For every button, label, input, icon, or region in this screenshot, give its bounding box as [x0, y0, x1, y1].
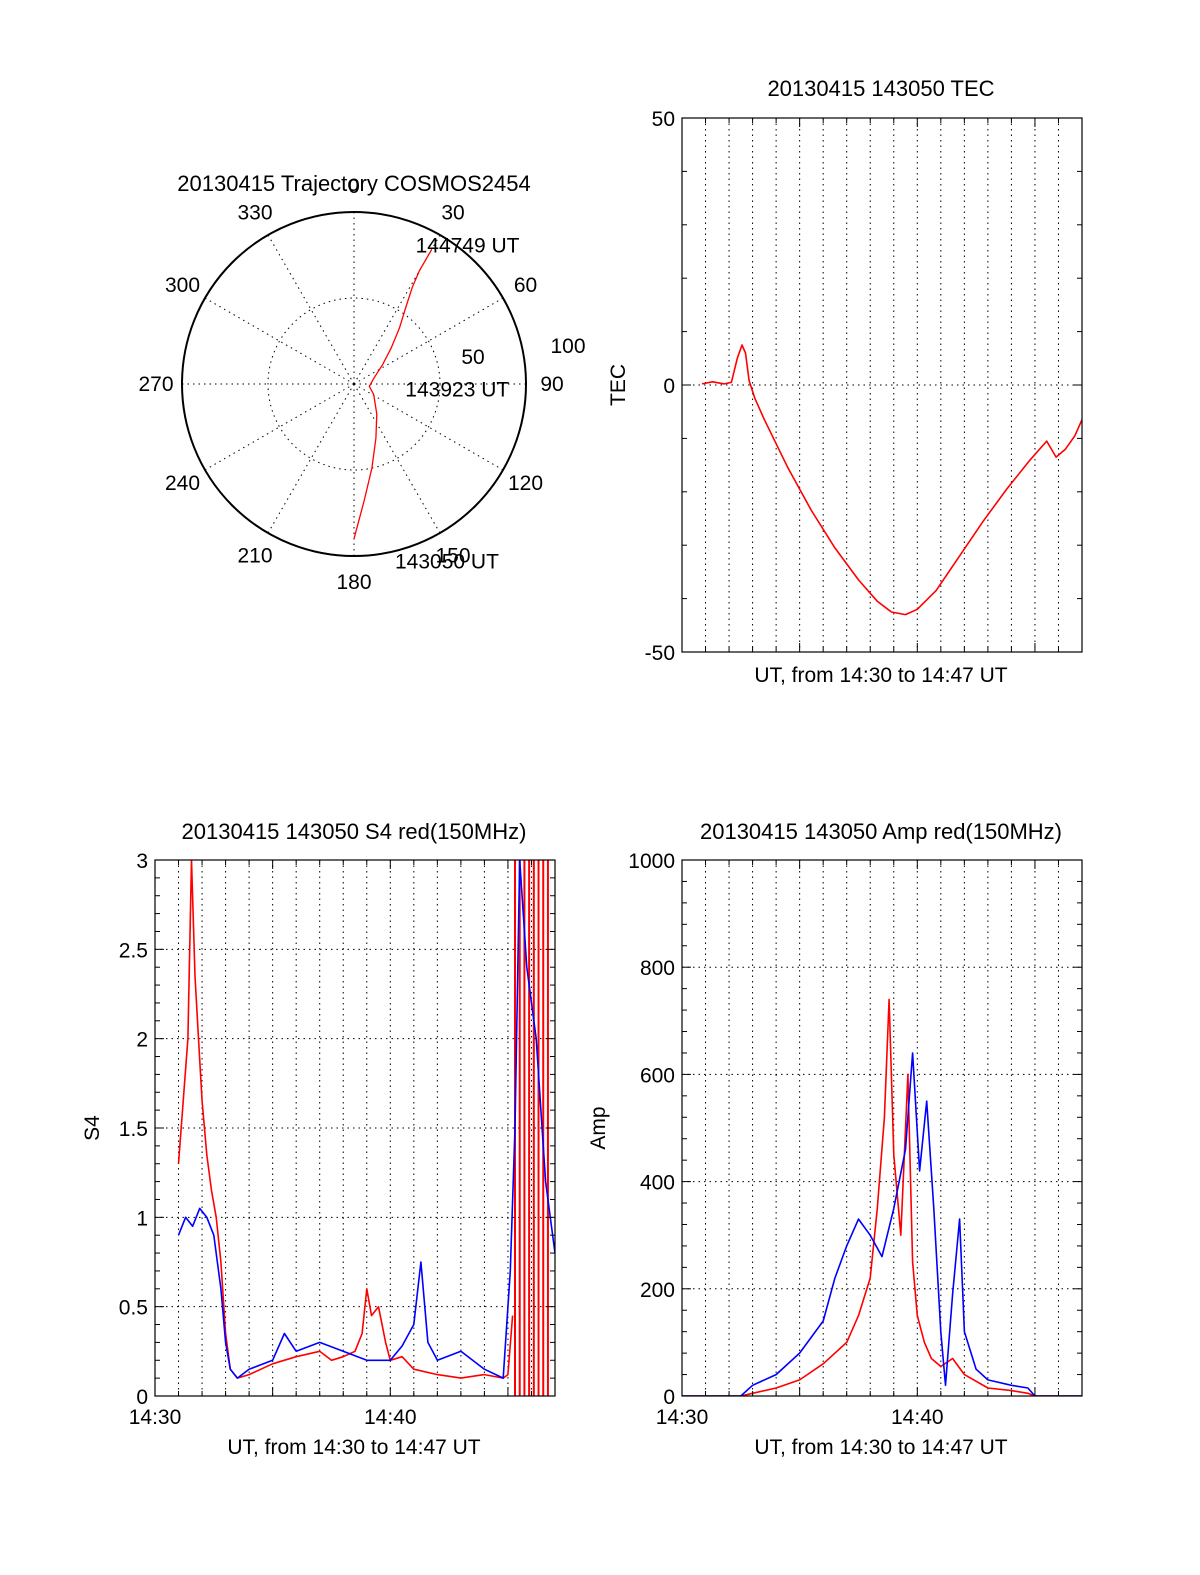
- tec-panel: 20130415 143050 TEC 50 0 -50 UT, from 14:3…: [607, 76, 1083, 687]
- amp-x-tick-label-1: 14:40: [891, 1406, 944, 1429]
- polar-annotation-2: 143050 UT: [395, 551, 499, 574]
- tec-grid: [682, 118, 1082, 652]
- s4-x-tick-label-1: 14:40: [364, 1406, 417, 1429]
- tec-x-axis-label: UT, from 14:30 to 14:47 UT: [754, 664, 1007, 687]
- s4-ticks: [154, 859, 556, 1397]
- polar-azimuth-label-180: 180: [336, 571, 371, 594]
- s4-series: [177, 860, 555, 1396]
- polar-azimuth-label-150: 150: [435, 545, 470, 568]
- s4-plot-frame: [154, 859, 556, 1397]
- amp-x-tick-label-0: 14:30: [656, 1406, 709, 1429]
- amp-y-tick-label-4: 800: [640, 957, 675, 980]
- s4-y-tick-label-2: 1: [136, 1207, 148, 1230]
- s4-y-tick-label-0: 0: [136, 1386, 148, 1409]
- s4-x-tick-labels: 14:30 14:40: [129, 1406, 417, 1429]
- amp-title: 20130415 143050 Amp red(150MHz): [700, 819, 1062, 844]
- polar-azimuth-label-30: 30: [441, 202, 464, 225]
- s4-x-axis-label: UT, from 14:30 to 14:47 UT: [227, 1436, 480, 1459]
- polar-spoke-300: [204, 297, 355, 385]
- amp-series-line-1: [682, 1052, 1082, 1396]
- polar-panel: 20130415 Trajectory COSMOS2454 0 30 60 90 12…: [138, 171, 585, 594]
- polar-trajectory-line-0: [353, 249, 432, 539]
- tec-y-tick-label-1: 0: [663, 375, 675, 398]
- s4-x-tick-label-0: 14:30: [129, 1406, 182, 1429]
- amp-y-axis-label: Amp: [587, 1106, 610, 1149]
- polar-spoke-330: [267, 234, 355, 385]
- polar-spoke-60: [353, 297, 504, 385]
- s4-series-line-0: [177, 860, 514, 1379]
- s4-y-axis-label: S4: [81, 1115, 104, 1141]
- amp-y-tick-label-2: 400: [640, 1172, 675, 1195]
- polar-azimuth-label-120: 120: [508, 472, 543, 495]
- polar-radius-label-100: 100: [550, 335, 585, 358]
- s4-title: 20130415 143050 S4 red(150MHz): [182, 819, 527, 844]
- tec-series: [701, 344, 1082, 616]
- polar-annotations: 144749 UT 143923 UT 143050 UT: [395, 235, 520, 574]
- amp-plot-frame: [681, 859, 1083, 1397]
- polar-azimuth-label-270: 270: [138, 373, 173, 396]
- amp-x-tick-labels: 14:30 14:40: [656, 1406, 944, 1429]
- polar-spoke-120: [353, 383, 504, 471]
- tec-title: 20130415 143050 TEC: [767, 76, 994, 101]
- s4-y-tick-label-6: 3: [136, 850, 148, 873]
- polar-azimuth-label-240: 240: [165, 472, 200, 495]
- tec-plot-frame: [681, 117, 1083, 653]
- amp-y-tick-label-0: 0: [663, 1386, 675, 1409]
- s4-y-tick-label-5: 2.5: [119, 939, 148, 962]
- tec-y-tick-labels: 50 0 -50: [645, 108, 675, 665]
- s4-y-tick-labels: 0 0.5 1 1.5 2 2.5 3: [119, 850, 148, 1409]
- s4-grid: [155, 860, 555, 1396]
- amp-y-tick-label-3: 600: [640, 1064, 675, 1087]
- s4-y-tick-label-1: 0.5: [119, 1297, 148, 1320]
- polar-spoke-210: [267, 383, 355, 534]
- amp-y-tick-label-1: 200: [640, 1279, 675, 1302]
- polar-azimuth-labels: 0 30 60 90 120 150 180 210 240 270 300 330: [138, 175, 563, 594]
- polar-annotation-0: 144749 UT: [416, 235, 520, 258]
- polar-title: 20130415 Trajectory COSMOS2454: [177, 171, 530, 196]
- s4-series-line-1: [177, 860, 555, 1379]
- polar-inner-ring: [267, 297, 441, 471]
- polar-spoke-150: [353, 383, 441, 534]
- polar-azimuth-label-60: 60: [514, 274, 537, 297]
- polar-azimuth-label-90: 90: [540, 373, 563, 396]
- polar-azimuth-label-300: 300: [165, 274, 200, 297]
- s4-panel: 20130415 143050 S4 red(150MHz) 0 0.5 1 1.5 2…: [81, 819, 556, 1459]
- s4-y-tick-label-3: 1.5: [119, 1118, 148, 1141]
- amp-panel: 20130415 143050 Amp red(150MHz) 0 200 400 6…: [587, 819, 1083, 1459]
- polar-trajectory: [353, 249, 432, 539]
- amp-y-tick-label-5: 1000: [628, 850, 675, 873]
- amp-series: [682, 998, 1082, 1396]
- tec-y-tick-label-2: -50: [645, 642, 675, 665]
- tec-y-axis-label: TEC: [607, 364, 630, 406]
- amp-x-axis-label: UT, from 14:30 to 14:47 UT: [754, 1436, 1007, 1459]
- amp-series-line-0: [682, 998, 1082, 1396]
- s4-y-tick-label-4: 2: [136, 1029, 148, 1052]
- tec-series-line-0: [701, 344, 1082, 616]
- polar-radius-label-50: 50: [461, 346, 484, 369]
- polar-azimuth-label-0: 0: [348, 175, 360, 198]
- amp-grid: [682, 860, 1082, 1396]
- tec-y-tick-label-0: 50: [652, 108, 675, 131]
- amp-ticks: [681, 859, 1083, 1397]
- polar-azimuth-label-210: 210: [237, 545, 272, 568]
- polar-spoke-240: [204, 383, 355, 471]
- amp-y-tick-labels: 0 200 400 600 800 1000: [628, 850, 675, 1409]
- polar-annotation-1: 143923 UT: [405, 378, 509, 401]
- polar-azimuth-label-330: 330: [237, 202, 272, 225]
- tec-ticks: [681, 117, 1083, 653]
